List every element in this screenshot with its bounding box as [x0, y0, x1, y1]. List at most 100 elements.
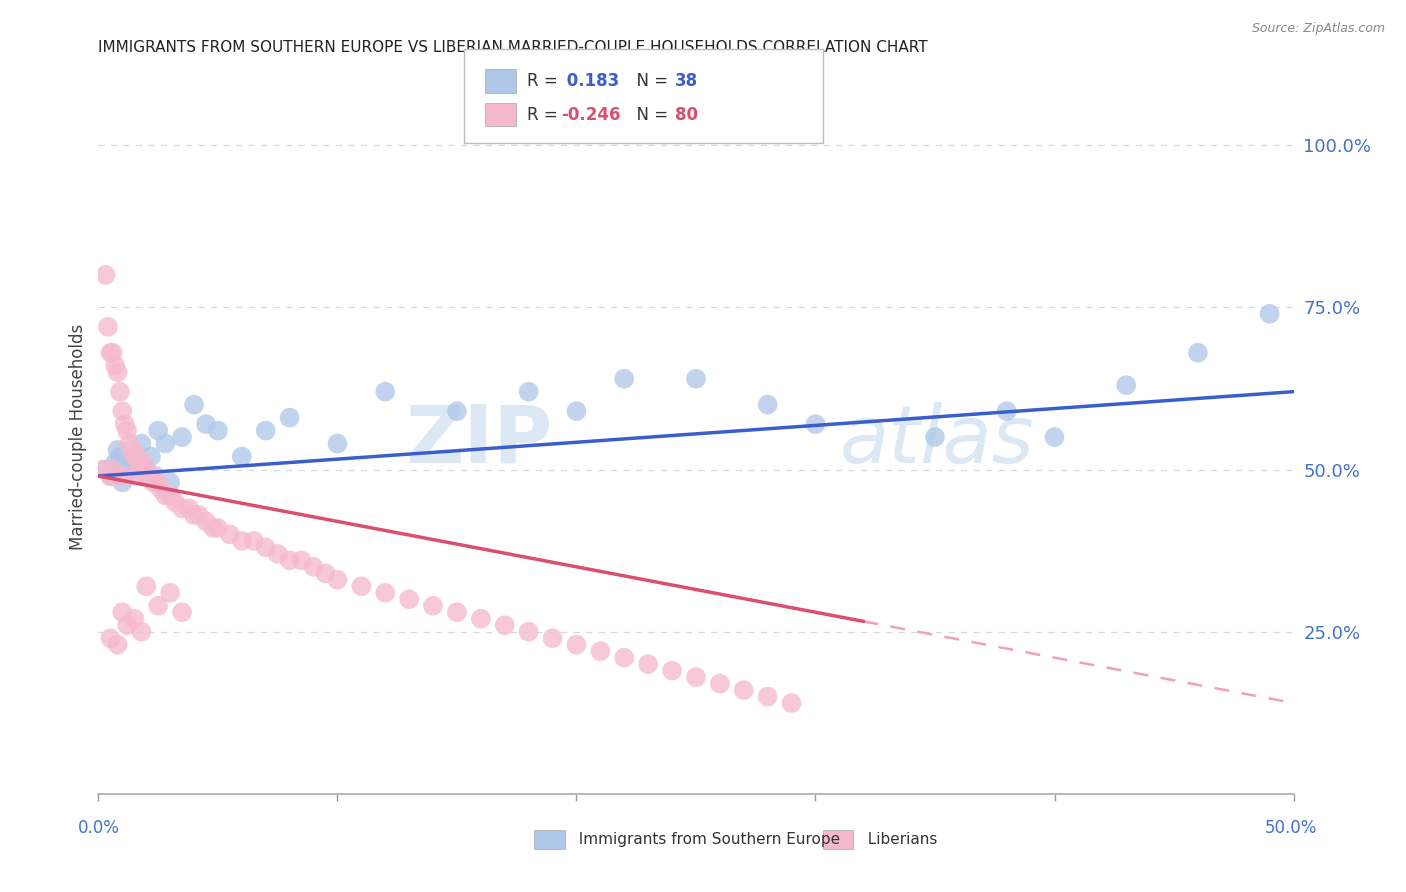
- Point: [101, 462, 124, 476]
- Text: R =: R =: [527, 71, 564, 89]
- Point: [267, 547, 290, 561]
- Point: [159, 475, 181, 490]
- Point: [613, 650, 636, 665]
- Point: [128, 456, 150, 470]
- Point: [155, 436, 177, 450]
- Point: [111, 469, 134, 483]
- Point: [98, 469, 122, 483]
- Point: [995, 404, 1018, 418]
- Text: atlas: atlas: [839, 401, 1035, 480]
- Point: [132, 456, 155, 470]
- Point: [125, 462, 148, 476]
- Point: [756, 398, 779, 412]
- Point: [494, 618, 516, 632]
- Point: [924, 430, 946, 444]
- Point: [148, 475, 170, 490]
- Point: [114, 417, 136, 431]
- Point: [374, 586, 396, 600]
- Point: [94, 462, 117, 476]
- Point: [517, 624, 540, 639]
- Point: [115, 466, 138, 480]
- Point: [326, 573, 349, 587]
- Point: [195, 417, 218, 431]
- Point: [661, 664, 683, 678]
- Point: [756, 690, 779, 704]
- Point: [733, 683, 755, 698]
- Point: [278, 553, 301, 567]
- Point: [1115, 378, 1137, 392]
- Point: [780, 696, 803, 710]
- Point: [94, 268, 117, 282]
- Text: N =: N =: [626, 105, 673, 123]
- Text: Immigrants from Southern Europe: Immigrants from Southern Europe: [569, 832, 841, 847]
- Point: [565, 638, 588, 652]
- Point: [107, 638, 129, 652]
- Point: [135, 469, 157, 483]
- Point: [124, 450, 146, 464]
- Point: [1187, 345, 1209, 359]
- Point: [398, 592, 420, 607]
- Text: 80: 80: [675, 105, 697, 123]
- Point: [155, 488, 177, 502]
- Point: [183, 398, 205, 412]
- Point: [125, 450, 148, 464]
- Point: [108, 384, 131, 399]
- Point: [517, 384, 540, 399]
- Point: [231, 533, 253, 548]
- Point: [115, 424, 138, 438]
- Point: [446, 605, 468, 619]
- Point: [145, 469, 167, 483]
- Text: 0.183: 0.183: [561, 71, 619, 89]
- Point: [374, 384, 396, 399]
- Point: [254, 541, 277, 555]
- Point: [131, 462, 153, 476]
- Point: [124, 452, 146, 467]
- Point: [179, 501, 201, 516]
- Point: [804, 417, 827, 431]
- Text: 38: 38: [675, 71, 697, 89]
- Point: [98, 469, 122, 483]
- Point: [422, 599, 444, 613]
- Point: [124, 612, 146, 626]
- Point: [202, 521, 225, 535]
- Text: -0.246: -0.246: [561, 105, 620, 123]
- Point: [302, 559, 325, 574]
- Point: [172, 605, 194, 619]
- Point: [685, 372, 707, 386]
- Point: [163, 495, 186, 509]
- Text: ZIP: ZIP: [405, 401, 553, 480]
- Point: [183, 508, 205, 522]
- Point: [91, 462, 114, 476]
- Point: [187, 508, 209, 522]
- Point: [131, 624, 153, 639]
- Text: Source: ZipAtlas.com: Source: ZipAtlas.com: [1251, 22, 1385, 36]
- Point: [149, 482, 172, 496]
- Point: [172, 430, 194, 444]
- Point: [108, 450, 131, 464]
- Point: [159, 488, 181, 502]
- Point: [124, 469, 146, 483]
- Point: [148, 599, 170, 613]
- Point: [131, 436, 153, 450]
- Point: [589, 644, 612, 658]
- Point: [139, 469, 162, 483]
- Point: [118, 436, 141, 450]
- Point: [470, 612, 492, 626]
- Text: IMMIGRANTS FROM SOUTHERN EUROPE VS LIBERIAN MARRIED-COUPLE HOUSEHOLDS CORRELATIO: IMMIGRANTS FROM SOUTHERN EUROPE VS LIBER…: [98, 40, 928, 55]
- Point: [111, 605, 134, 619]
- Point: [231, 450, 253, 464]
- Point: [135, 462, 157, 476]
- Point: [195, 515, 218, 529]
- Point: [139, 450, 162, 464]
- Point: [565, 404, 588, 418]
- Point: [98, 345, 122, 359]
- Point: [111, 404, 134, 418]
- Point: [172, 501, 194, 516]
- Point: [291, 553, 314, 567]
- Point: [135, 469, 157, 483]
- Point: [107, 469, 129, 483]
- Point: [159, 586, 181, 600]
- Point: [637, 657, 659, 672]
- Point: [107, 443, 129, 458]
- Point: [104, 359, 127, 373]
